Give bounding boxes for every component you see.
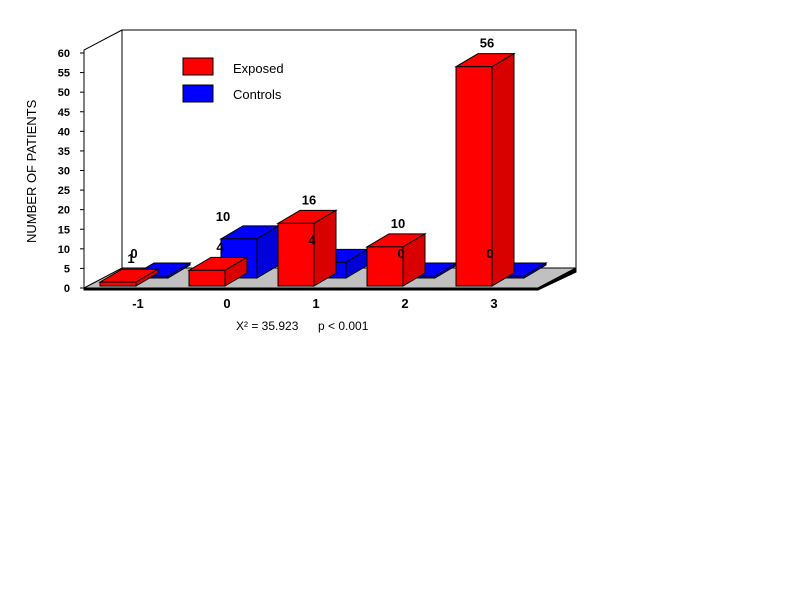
y-tick-label: 50 [58,87,70,99]
x-tick-label: 3 [490,296,497,311]
bar-exposed-0 [98,268,160,287]
legend-swatch-exposed [182,57,214,76]
left-wall-edge [83,29,123,288]
y-axis-title: NUMBER OF PATIENTS [24,99,39,243]
bars [98,52,548,287]
floor-side-edge [537,267,577,291]
chi-square-annotation: X² = 35.923 [236,319,299,333]
data-label-controls-3: 0 [397,246,404,261]
bar-exposed-2 [276,209,338,287]
y-tick-label: 15 [58,224,70,236]
bar-exposed-2-front [277,222,315,287]
p-value-annotation: p < 0.001 [318,319,369,333]
bar-exposed-3-front [366,246,404,287]
bar-exposed-1-front [188,269,226,287]
legend-label-exposed: Exposed [233,61,284,76]
y-tick-label: 0 [64,283,70,295]
x-tick-label: 0 [223,296,230,311]
data-label-controls-1: 10 [216,209,230,224]
bar-exposed-4 [454,52,516,287]
data-label-controls-4: 0 [486,246,493,261]
legend-swatch-controls [182,84,214,103]
bar-exposed-3 [365,232,427,287]
data-label-exposed-0: 1 [127,251,134,266]
y-tick-label: 60 [58,48,70,60]
legend-label-controls: Controls [233,87,282,102]
y-tick-label: 55 [58,68,70,80]
data-label-exposed-2: 16 [302,192,316,207]
y-tick-label: 5 [64,263,70,275]
data-label-controls-0: 0 [130,246,137,261]
y-tick-label: 10 [58,244,70,256]
data-label-exposed-1: 4 [216,239,224,254]
floor-front-edge [83,287,539,291]
y-axis: 0 5 10 15 20 25 30 35 40 45 50 55 60 [58,48,84,295]
x-tick-label: -1 [132,296,144,311]
y-tick-label: 30 [58,166,70,178]
bar-exposed-4-side [491,52,515,287]
bar-exposed-1 [187,256,249,287]
data-label-controls-2: 4 [308,232,316,247]
legend: Exposed Controls [182,57,284,103]
y-tick-label: 40 [58,126,70,138]
data-label-exposed-4: 56 [480,36,494,51]
x-tick-label: 1 [312,296,319,311]
y-tick-label: 35 [58,146,70,158]
x-axis: -1 0 1 2 3 [132,296,497,311]
x-tick-label: 2 [401,296,408,311]
y-tick-label: 20 [58,205,70,217]
bar-exposed-2-side [313,209,337,287]
data-label-exposed-3: 10 [391,216,405,231]
y-tick-label: 25 [58,185,70,197]
bar-exposed-4-front [455,66,493,287]
bar-exposed-0-front [99,281,137,287]
y-tick-label: 45 [58,107,70,119]
